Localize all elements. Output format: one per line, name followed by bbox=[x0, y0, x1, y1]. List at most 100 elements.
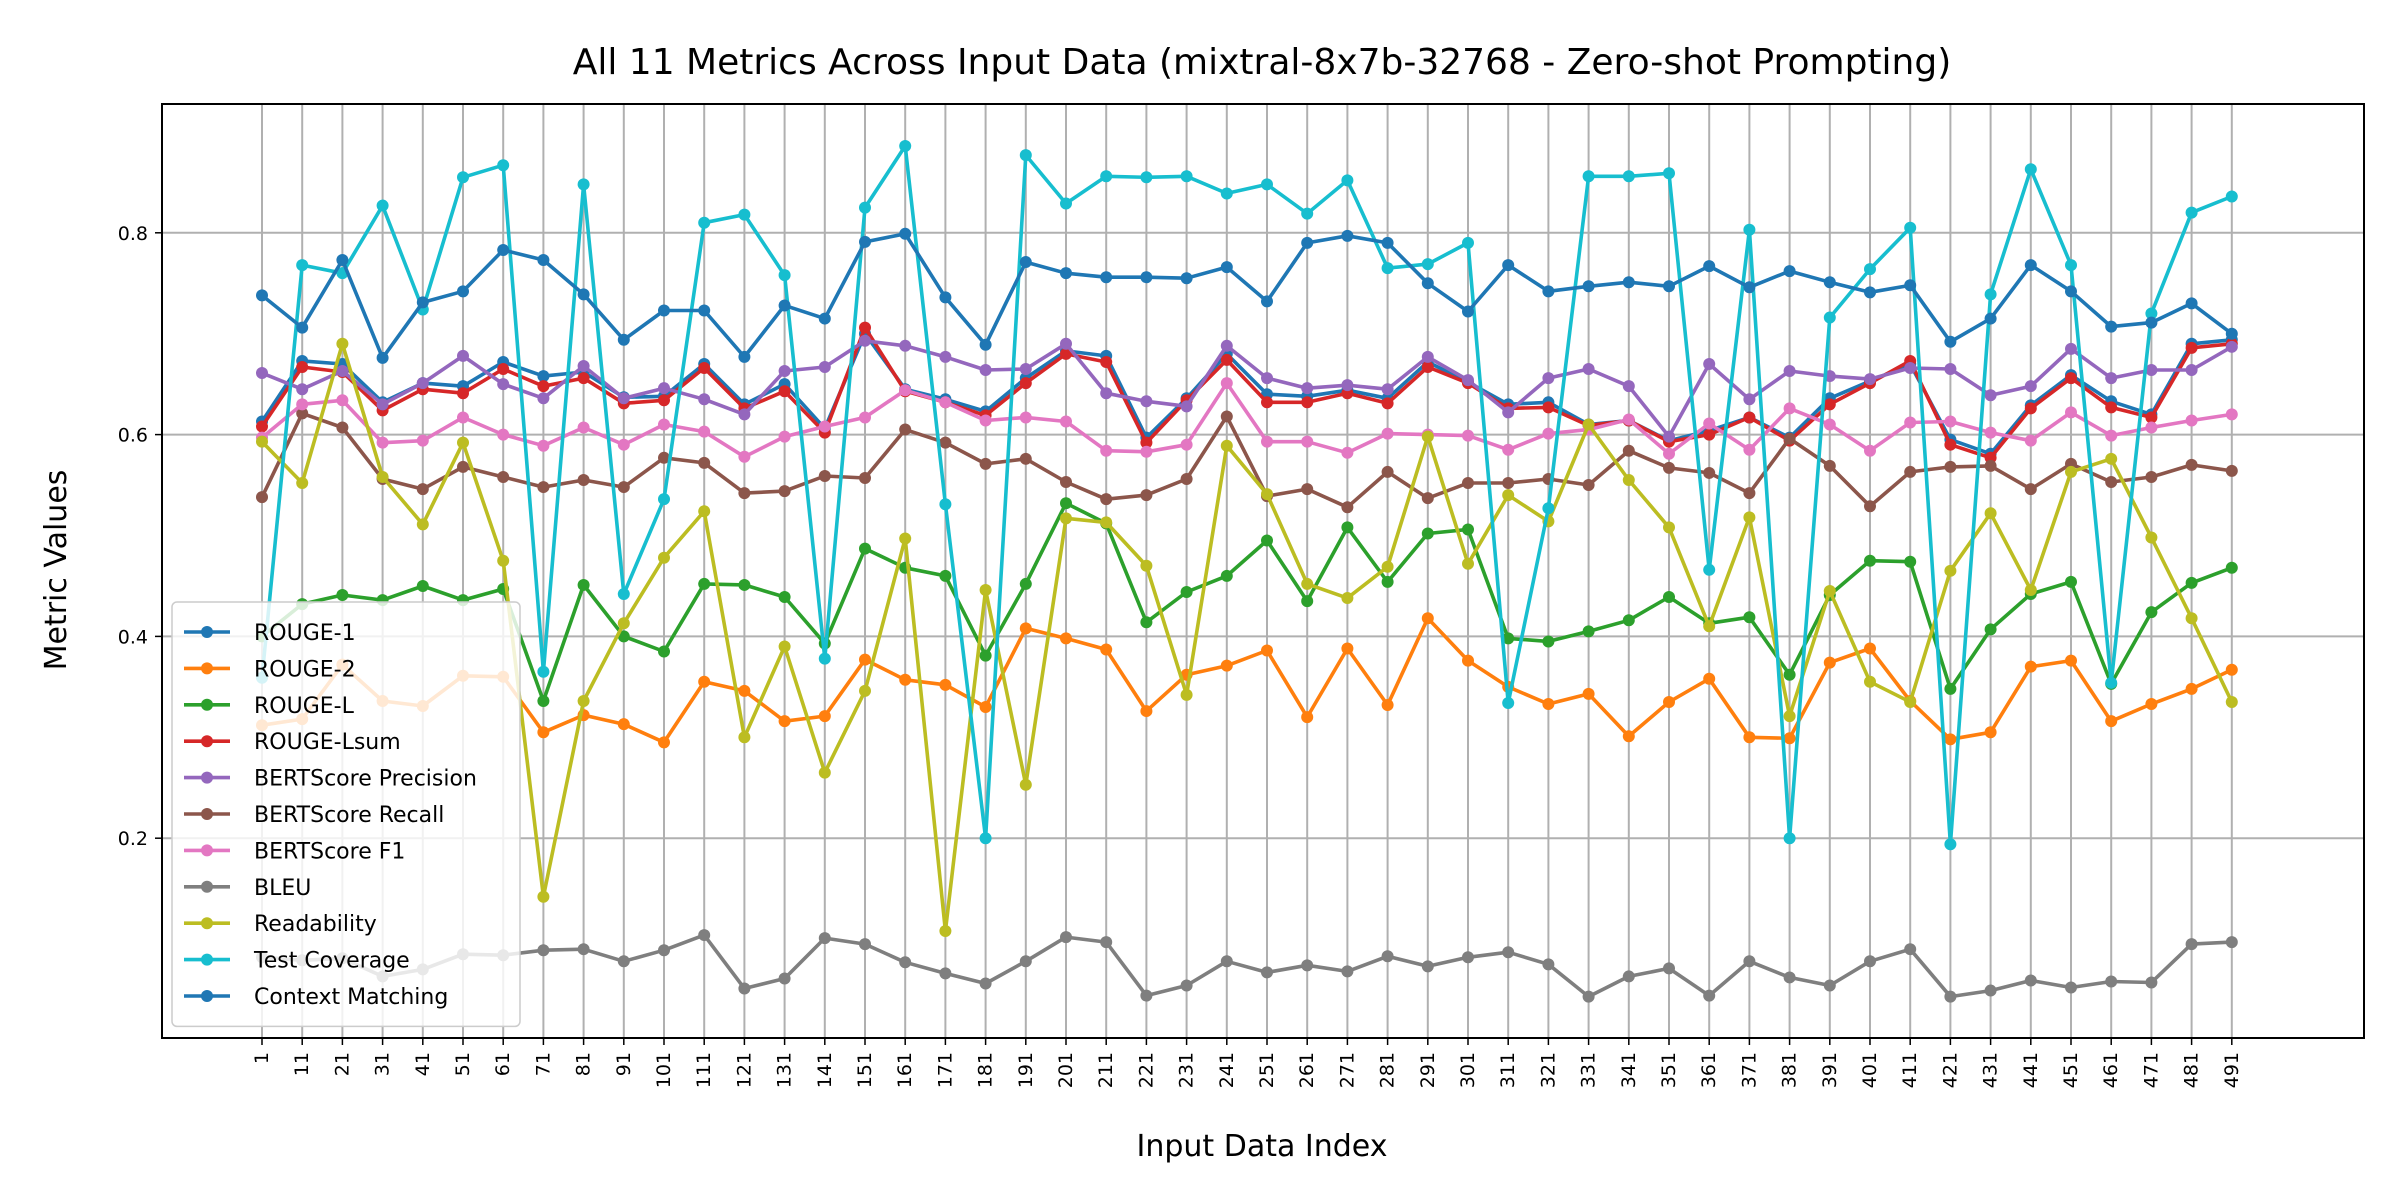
data-point bbox=[2225, 561, 2238, 574]
series-bleu bbox=[256, 929, 2238, 1003]
x-tick-label: 371 bbox=[1738, 1052, 1760, 1088]
data-point bbox=[1783, 402, 1796, 415]
data-point bbox=[859, 653, 871, 666]
data-point bbox=[336, 254, 349, 267]
data-point bbox=[1100, 170, 1113, 183]
data-point bbox=[2225, 340, 2238, 353]
x-tick-label: 101 bbox=[653, 1052, 675, 1088]
data-point bbox=[1663, 280, 1675, 293]
x-tick-label: 131 bbox=[774, 1052, 796, 1088]
data-point bbox=[899, 532, 912, 545]
series-line bbox=[260, 232, 2233, 360]
data-point bbox=[1783, 732, 1796, 745]
data-point bbox=[979, 364, 992, 377]
data-point bbox=[1381, 397, 1394, 410]
data-point bbox=[2185, 612, 2198, 625]
data-point bbox=[1060, 347, 1072, 360]
data-point bbox=[2185, 206, 2198, 219]
legend-label: BERTScore Precision bbox=[254, 767, 477, 792]
data-point bbox=[2185, 938, 2198, 951]
data-point bbox=[859, 542, 871, 555]
data-point bbox=[1703, 563, 1716, 576]
legend-swatch-marker bbox=[201, 844, 213, 857]
data-point bbox=[1703, 357, 1716, 370]
data-point bbox=[336, 365, 349, 378]
ticks: 1 11 21 31 41 51 61 71 81 91 101 111 121 131 141 151 161… bbox=[118, 223, 2243, 1088]
data-point bbox=[1421, 492, 1434, 505]
data-point bbox=[1140, 705, 1153, 718]
data-point bbox=[1140, 395, 1153, 408]
series-line bbox=[261, 933, 2232, 999]
series-readability bbox=[256, 337, 2238, 938]
data-point bbox=[1582, 418, 1595, 431]
data-point bbox=[1220, 339, 1233, 352]
data-point bbox=[1060, 476, 1072, 489]
data-point bbox=[1944, 564, 1957, 577]
legend-label: BERTScore F1 bbox=[254, 839, 405, 864]
data-point bbox=[2105, 401, 2118, 414]
data-point bbox=[1180, 170, 1193, 183]
x-tick-label: 431 bbox=[1980, 1052, 2002, 1088]
series-layer bbox=[256, 140, 2238, 1003]
x-tick-label: 321 bbox=[1537, 1052, 1559, 1088]
legend-label: Readability bbox=[254, 912, 377, 937]
x-tick-label: 201 bbox=[1055, 1052, 1077, 1088]
data-point bbox=[1622, 474, 1635, 487]
data-point bbox=[1944, 460, 1957, 473]
data-point bbox=[1220, 187, 1233, 200]
data-point bbox=[658, 418, 670, 431]
data-point bbox=[2145, 316, 2158, 329]
data-point bbox=[256, 289, 268, 302]
data-point bbox=[457, 349, 469, 362]
data-point bbox=[1261, 488, 1273, 501]
legend-item: ROUGE-2 bbox=[184, 657, 356, 682]
data-point bbox=[537, 254, 550, 267]
data-point bbox=[497, 554, 510, 567]
x-tick-label: 141 bbox=[814, 1052, 836, 1088]
data-point bbox=[1944, 838, 1957, 851]
data-point bbox=[1462, 477, 1474, 490]
data-point bbox=[577, 178, 590, 191]
plot-frame bbox=[161, 103, 2365, 1039]
data-point bbox=[1220, 955, 1233, 968]
data-point bbox=[457, 411, 469, 424]
data-point bbox=[577, 943, 590, 956]
data-point bbox=[497, 159, 510, 172]
data-point bbox=[899, 227, 912, 240]
series-line bbox=[260, 381, 2233, 459]
data-point bbox=[939, 967, 952, 980]
data-point bbox=[2145, 470, 2158, 483]
data-point bbox=[1462, 523, 1474, 536]
data-point bbox=[1301, 595, 1314, 608]
data-point bbox=[658, 394, 670, 407]
data-point bbox=[457, 460, 469, 473]
data-point bbox=[1823, 584, 1836, 597]
x-tick-label: 81 bbox=[573, 1052, 595, 1076]
x-tick-label: 291 bbox=[1417, 1052, 1439, 1088]
data-point bbox=[658, 451, 670, 464]
data-point bbox=[1220, 659, 1233, 672]
legend-label: ROUGE-2 bbox=[254, 657, 356, 682]
data-point bbox=[899, 956, 912, 969]
data-point bbox=[1663, 521, 1675, 534]
data-point bbox=[497, 243, 510, 256]
data-point bbox=[1341, 379, 1354, 392]
data-point bbox=[577, 421, 590, 434]
data-point bbox=[1341, 642, 1354, 655]
data-point bbox=[617, 718, 630, 731]
data-point bbox=[617, 617, 630, 630]
data-point bbox=[1864, 263, 1876, 276]
data-point bbox=[1904, 279, 1917, 292]
data-point bbox=[2024, 974, 2037, 987]
x-tick-label: 461 bbox=[2100, 1052, 2122, 1088]
data-point bbox=[617, 333, 630, 346]
data-point bbox=[1301, 711, 1314, 724]
data-point bbox=[1743, 511, 1756, 524]
data-point bbox=[1140, 271, 1153, 284]
data-point bbox=[1944, 335, 1957, 348]
data-point bbox=[1622, 413, 1635, 426]
data-point bbox=[416, 483, 429, 496]
x-tick-label: 61 bbox=[492, 1052, 514, 1076]
data-point bbox=[1060, 415, 1072, 428]
